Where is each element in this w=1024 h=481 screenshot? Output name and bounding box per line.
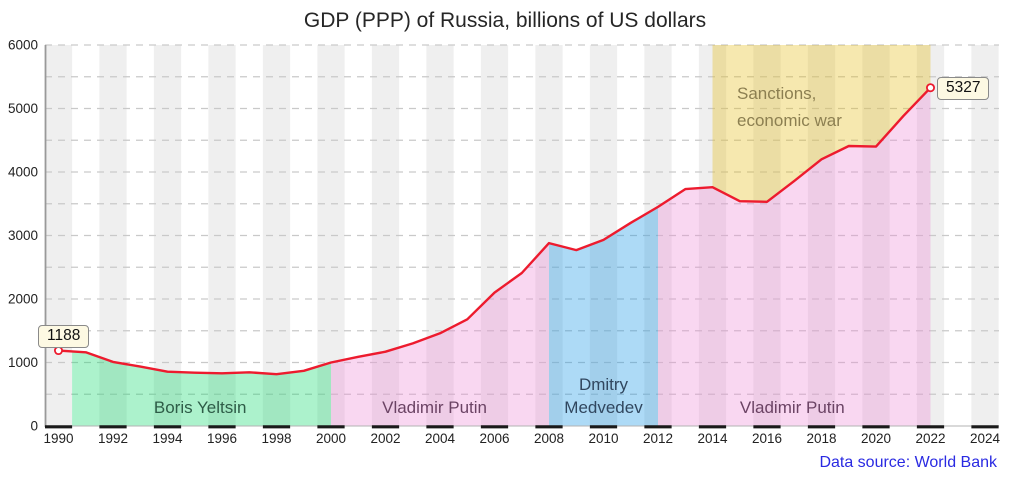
y-tick-label-5000: 5000 (8, 101, 38, 116)
x-tick-label-1994: 1994 (152, 431, 183, 446)
x-tick-label-2024: 2024 (970, 431, 1001, 446)
region-label-economic-war: economic war (737, 111, 842, 130)
region-label-vladimir-putin: Vladimir Putin (740, 398, 845, 417)
x-tick-label-2012: 2012 (643, 431, 673, 446)
gdp-line (58, 86, 932, 376)
x-tick-label-1998: 1998 (261, 431, 291, 446)
x-tick-label-2022: 2022 (915, 431, 945, 446)
x-tick-label-2000: 2000 (316, 431, 346, 446)
marker-1990 (54, 346, 64, 356)
y-tick-label-0: 0 (30, 419, 38, 434)
region-label-vladimir-putin: Vladimir Putin (382, 398, 487, 417)
x-tick-label-2004: 2004 (425, 431, 456, 446)
chart-title: GDP (PPP) of Russia, billions of US doll… (303, 9, 707, 32)
y-tick-label-6000: 6000 (8, 38, 38, 53)
x-tick-label-2002: 2002 (370, 431, 400, 446)
region-label-medvedev: Medvedev (564, 398, 643, 417)
y-tick-label-2000: 2000 (8, 292, 38, 307)
x-tick-label-1996: 1996 (207, 431, 237, 446)
callout-value-2022: 5327 (937, 77, 990, 100)
x-tick-label-1990: 1990 (43, 431, 73, 446)
callout-value-1990: 1188 (38, 325, 90, 348)
x-tick-label-2018: 2018 (806, 431, 836, 446)
region-fill-dmitry-medvedev (549, 206, 658, 426)
region-fill-borisyeltsin (72, 351, 331, 426)
x-tick-label-2008: 2008 (534, 431, 564, 446)
y-tick-label-4000: 4000 (8, 165, 38, 180)
data-source-note: Data source: World Bank (819, 454, 997, 471)
region-label-sanctions: Sanctions, (737, 84, 816, 103)
y-tick-label-1000: 1000 (8, 355, 38, 370)
y-tick-label-3000: 3000 (8, 228, 38, 243)
x-tick-label-1992: 1992 (98, 431, 128, 446)
x-tick-label-2014: 2014 (697, 431, 728, 446)
x-tick-label-2010: 2010 (588, 431, 618, 446)
region-fill-sanctions-economicwar (712, 45, 931, 202)
region-label-dmitry: Dmitry (579, 375, 629, 394)
region-label-boris-yeltsin: Boris Yeltsin (154, 398, 247, 417)
x-tick-label-2020: 2020 (861, 431, 891, 446)
x-tick-label-2006: 2006 (479, 431, 509, 446)
x-tick-label-2016: 2016 (752, 431, 782, 446)
marker-2022 (926, 83, 936, 93)
region-fill-vladimirputin (658, 87, 931, 426)
